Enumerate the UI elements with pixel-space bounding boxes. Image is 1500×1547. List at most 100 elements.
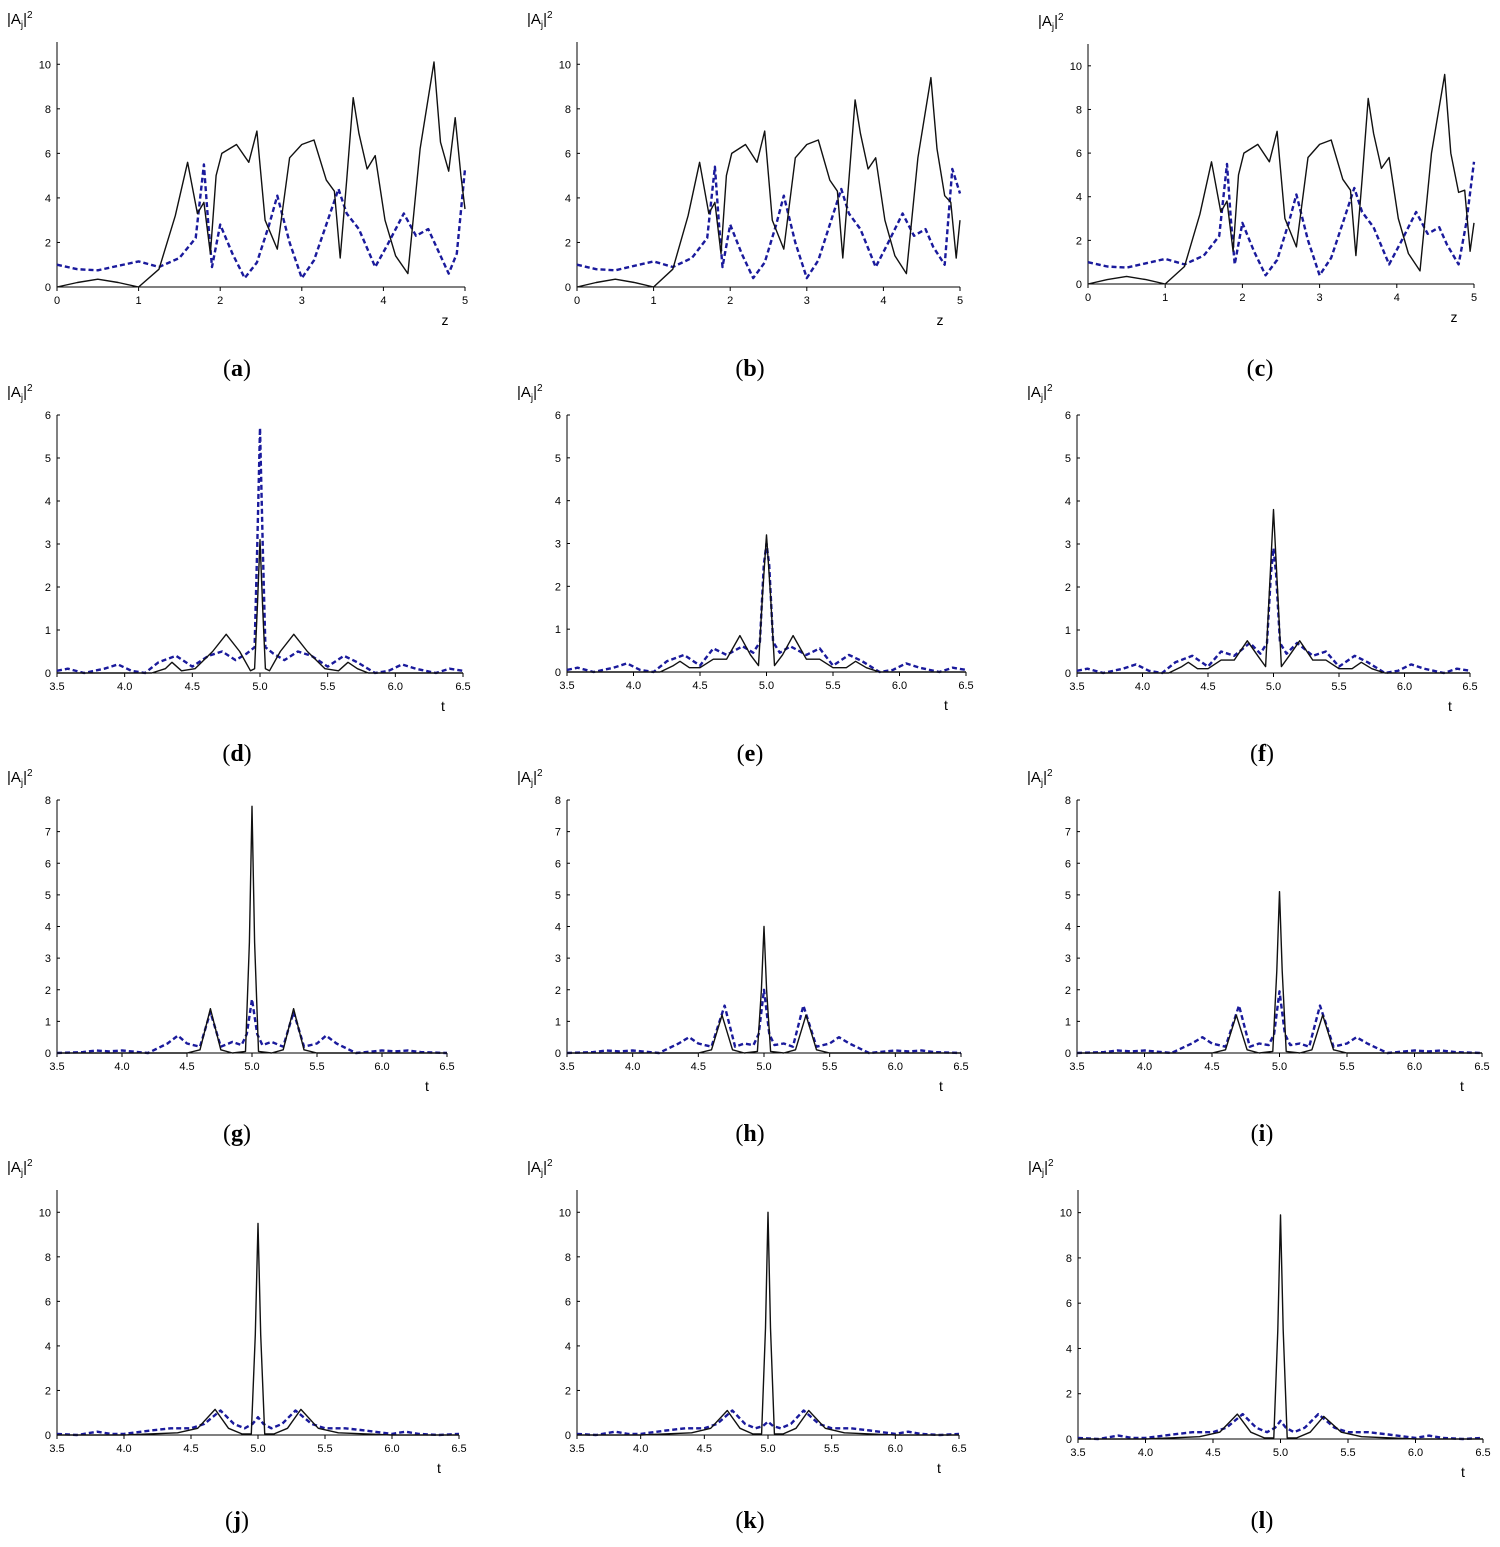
y-tick-label: 7 [1065,827,1071,839]
y-tick-label: 4 [565,193,571,205]
y-tick-label: 8 [1076,104,1082,116]
x-tick-label: 6.5 [958,680,973,692]
y-tick-label: 2 [565,237,571,249]
dashed-series-line [566,542,967,674]
y-tick-label: 1 [1065,625,1071,637]
y-tick-label: 3 [1065,953,1071,965]
panel-caption: (j) [225,1508,249,1534]
x-tick-label: 5 [1471,292,1477,304]
y-tick-label: 6 [565,148,571,160]
y-tick-label: 10 [39,59,51,71]
y-tick-label: 6 [45,858,51,870]
panel-h-plot: 0 1 2 3 4 5 6 7 8 3.5 4.0 4.5 5.0 5.5 6.0 6.5 t [555,795,969,1094]
y-tick-label: 8 [45,795,51,807]
solid-series-line [567,925,961,1054]
solid-series-line [57,538,463,674]
x-tick-label: 5.0 [759,680,774,692]
x-tick-label: 3.5 [1069,681,1084,693]
y-tick-label: 8 [1066,1253,1072,1265]
x-tick-label: 4.0 [633,1443,648,1455]
y-tick-label: 10 [559,1207,571,1219]
x-axis-label: t [1460,1078,1464,1094]
x-axis-label: t [944,697,948,713]
solid-series-line [1077,890,1482,1054]
y-tick-label: 6 [1065,410,1071,422]
y-tick-label: 0 [1066,1434,1072,1446]
y-tick-label: 0 [1076,279,1082,291]
y-tick-label: 4 [1066,1343,1072,1355]
y-tick-label: 4 [565,1341,571,1353]
dashed-series-line [576,1409,960,1437]
x-tick-label: 4.5 [1205,1447,1220,1459]
y-tick-label: 5 [45,890,51,902]
y-tick-label: 3 [1065,539,1071,551]
y-tick-label: 6 [1065,858,1071,870]
y-tick-label: 4 [1065,496,1071,508]
x-tick-label: 4.5 [697,1443,712,1455]
y-tick-label: 7 [45,827,51,839]
x-tick-label: 5.0 [252,681,267,693]
y-tick-label: 3 [45,953,51,965]
x-tick-label: 6.0 [1397,681,1412,693]
dashed-series-line [566,988,962,1055]
x-tick-label: 3 [1317,292,1323,304]
x-tick-label: 3.5 [1069,1061,1084,1073]
x-axis-label: t [1448,698,1452,714]
y-axis-label: |Aj|2 [517,383,543,404]
solid-series-line [576,76,961,288]
x-tick-label: 6.5 [1462,681,1477,693]
y-axis-label: |Aj|2 [7,1158,33,1179]
solid-series-line [57,1222,459,1436]
solid-series-line [1087,73,1475,285]
x-tick-label: 5 [957,295,963,307]
y-tick-label: 5 [1065,890,1071,902]
x-tick-label: 6.5 [951,1443,966,1455]
x-axis-label: t [437,1460,441,1476]
x-tick-label: 4.0 [117,681,132,693]
x-tick-label: 3.5 [559,1061,574,1073]
panel-caption: (f) [1250,741,1274,767]
y-tick-label: 6 [1066,1298,1072,1310]
panel-b-plot: 0 2 4 6 8 10 0 1 2 3 4 5 z [559,42,963,328]
y-tick-label: 6 [1076,148,1082,160]
x-tick-label: 6.5 [1475,1447,1490,1459]
x-tick-label: 4.0 [1135,681,1150,693]
x-tick-label: 5.0 [250,1443,265,1455]
y-tick-label: 2 [1065,985,1071,997]
y-tick-label: 4 [45,1341,51,1353]
solid-series-line [56,61,466,288]
y-tick-label: 3 [555,953,561,965]
y-tick-label: 1 [45,1016,51,1028]
x-tick-label: 5.5 [317,1443,332,1455]
x-tick-label: 3 [299,295,305,307]
x-tick-label: 4.0 [626,680,641,692]
panel-g-plot: 0 1 2 3 4 5 6 7 8 3.5 4.0 4.5 5.0 5.5 6.0 6.5 t [45,795,455,1094]
x-tick-label: 5.0 [244,1061,259,1073]
panel-i-plot: 0 1 2 3 4 5 6 7 8 3.5 4.0 4.5 5.0 5.5 6.0 6.5 t [1065,795,1490,1094]
y-tick-label: 2 [1076,235,1082,247]
y-tick-label: 0 [565,1430,571,1442]
y-tick-label: 0 [45,282,51,294]
panel-c-plot: 0 2 4 6 8 10 0 1 2 3 4 5 z [1070,44,1477,325]
x-tick-label: 6.5 [953,1061,968,1073]
y-tick-label: 0 [45,1048,51,1060]
y-tick-label: 2 [45,985,51,997]
x-axis-label: t [937,1460,941,1476]
y-tick-label: 8 [45,1252,51,1264]
x-tick-label: 3.5 [49,1443,64,1455]
x-tick-label: 4 [1394,292,1400,304]
y-tick-label: 2 [1065,582,1071,594]
y-axis-label: |Aj|2 [1027,768,1053,789]
x-tick-label: 6.5 [1474,1061,1489,1073]
y-tick-label: 6 [565,1296,571,1308]
y-tick-label: 1 [1065,1016,1071,1028]
x-tick-label: 5.0 [1273,1447,1288,1459]
x-tick-label: 5.0 [1272,1061,1287,1073]
solid-series-line [1077,508,1470,674]
x-tick-label: 4.5 [183,1443,198,1455]
x-tick-label: 1 [136,295,142,307]
x-tick-label: 4.0 [625,1061,640,1073]
y-tick-label: 5 [45,453,51,465]
x-tick-label: 5.0 [760,1443,775,1455]
